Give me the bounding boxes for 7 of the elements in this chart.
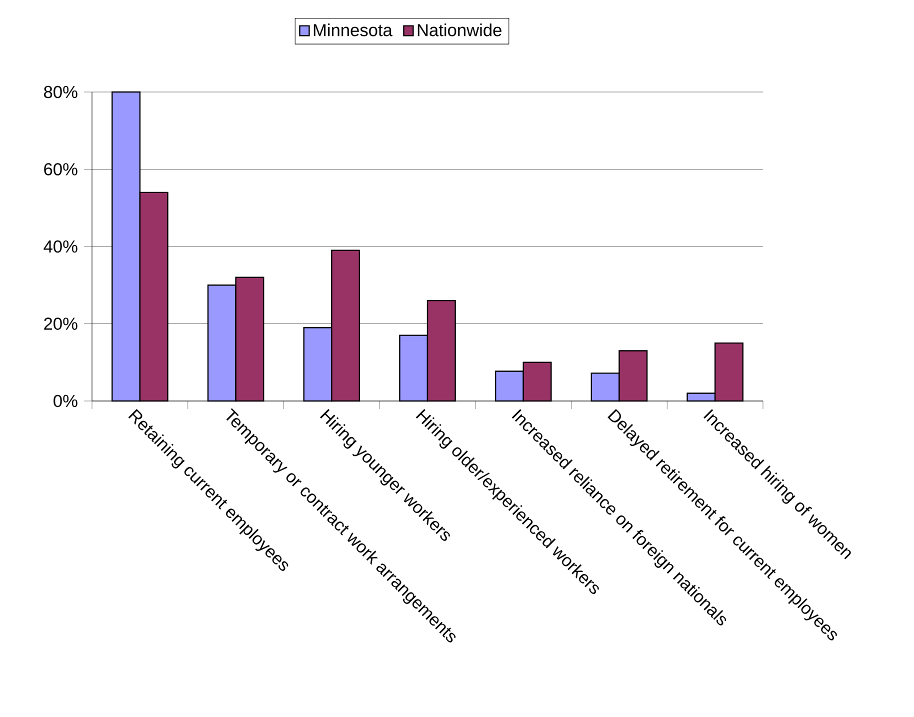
y-tick-label: 20%: [44, 318, 78, 330]
y-tick-label: 60%: [44, 163, 78, 176]
legend-label: Minnesota: [314, 24, 392, 36]
legend-label: Nationwide: [418, 24, 502, 36]
y-tick-label: 0%: [54, 394, 78, 408]
y-tick-label: 80%: [44, 86, 78, 98]
y-tick-label: 40%: [44, 240, 78, 253]
